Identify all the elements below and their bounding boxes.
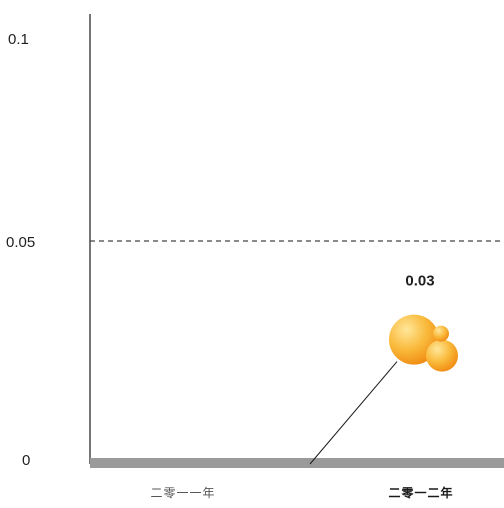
y-tick-label: 0 [22, 452, 30, 469]
data-label: 0.03 [405, 273, 434, 290]
baseline-bar [90, 458, 504, 468]
x-category-label: 二零一二年 [388, 485, 453, 500]
data-point-bubble [389, 314, 458, 372]
leader-line [309, 361, 398, 465]
x-category-label: 二零一一年 [150, 486, 215, 500]
y-axis-ticks: 0.1 0.05 0 [6, 31, 35, 469]
y-tick-label: 0.1 [8, 31, 29, 48]
y-tick-label: 0.05 [6, 234, 35, 251]
x-axis-categories: 二零一一年 二零一二年 [150, 485, 453, 500]
